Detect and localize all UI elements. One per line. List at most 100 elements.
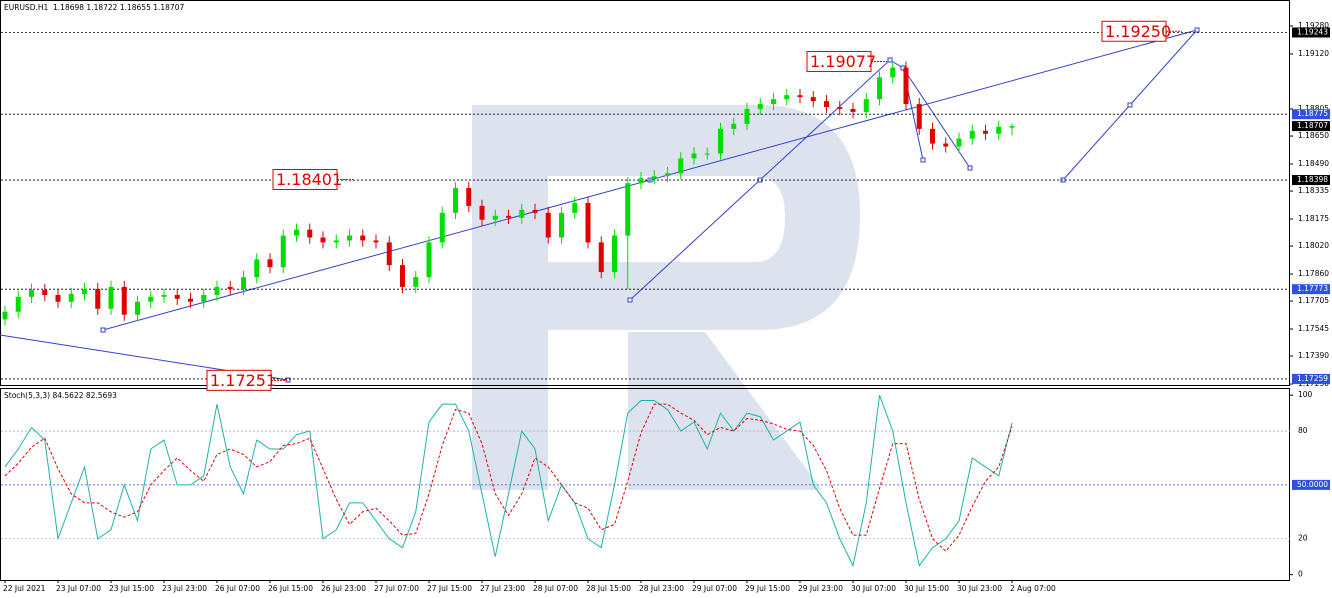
candle-body: [453, 188, 458, 213]
candle-body: [254, 259, 260, 278]
candle-body: [29, 289, 34, 297]
candle-body: [731, 123, 737, 129]
y-tick-label: 1.18335: [1298, 186, 1329, 195]
level-box: [1292, 284, 1330, 295]
candle-body: [294, 229, 299, 236]
x-tick-label: 26 Jul 15:00: [268, 584, 313, 593]
candle-body: [810, 97, 816, 102]
candle-body: [784, 95, 790, 100]
candle-body: [877, 77, 882, 100]
candle-body: [214, 286, 220, 295]
candle-body: [850, 108, 856, 112]
level-box: [1292, 479, 1330, 490]
candle-body: [969, 130, 975, 139]
candle-body: [174, 294, 180, 299]
candle-body: [320, 237, 326, 243]
y-tick-label: 1.18020: [1298, 241, 1329, 250]
level-box: [1292, 121, 1330, 132]
candle-body: [704, 153, 710, 155]
y-tick-label: 1.19280: [1298, 21, 1329, 30]
x-tick-label: 30 Jul 15:00: [904, 584, 949, 593]
candle-body: [598, 242, 604, 273]
x-tick-label: 29 Jul 23:00: [798, 584, 843, 593]
x-tick-label: 29 Jul 15:00: [745, 584, 790, 593]
candle-body: [492, 215, 498, 220]
level-box: [1292, 109, 1330, 120]
x-tick-label: 30 Jul 07:00: [851, 584, 896, 593]
annotation-box: [806, 50, 872, 72]
x-tick-label: 26 Jul 07:00: [215, 584, 260, 593]
candle-body: [797, 95, 803, 98]
candle-body: [426, 242, 432, 278]
x-tick-label: 22 Jul 2021: [3, 584, 46, 593]
x-tick-label: 2 Aug 07:00: [1010, 584, 1056, 593]
candle-body: [678, 158, 684, 174]
annotation-label: 1.19250: [1105, 22, 1171, 41]
candle-body: [824, 101, 829, 108]
y-tick-label: 1.18650: [1298, 131, 1329, 140]
candle-body: [15, 296, 21, 312]
candle-body: [241, 277, 246, 290]
candle-body: [625, 183, 631, 236]
candle-body: [373, 240, 379, 243]
y-tick-label: 50.0000: [1297, 480, 1328, 489]
candle-body: [545, 212, 551, 238]
x-tick-label: 27 Jul 23:00: [480, 584, 525, 593]
candle-body: [956, 138, 962, 147]
x-tick-label: 29 Jul 07:00: [692, 584, 737, 593]
level-box: [1292, 27, 1330, 38]
y-tick-label: 1.18805: [1298, 104, 1329, 113]
candle-body: [532, 209, 538, 213]
candle-body: [506, 215, 511, 218]
x-tick-label: 23 Jul 07:00: [56, 584, 101, 593]
candle-body: [439, 212, 445, 243]
y-tick-label: 1.17705: [1298, 296, 1329, 305]
candle-body: [559, 212, 564, 238]
candle-body: [983, 130, 988, 134]
candle-body: [996, 126, 1002, 134]
candle-body: [148, 296, 154, 302]
y-tick-label: 1.17390: [1298, 351, 1329, 360]
y-tick-label: 1.18175: [1298, 214, 1329, 223]
candle-body: [108, 286, 114, 309]
candle-body: [386, 242, 392, 266]
candle-body: [585, 202, 591, 243]
x-tick-label: 30 Jul 23:00: [957, 584, 1002, 593]
candle-body: [413, 277, 419, 287]
chart-title: EURUSD.H1 1.18698 1.18722 1.18655 1.1870…: [4, 3, 184, 12]
y-tick-label: 100: [1298, 390, 1313, 399]
x-tick-label: 23 Jul 15:00: [109, 584, 154, 593]
annotation-box: [272, 169, 338, 191]
annotation-label: 1.18401: [276, 170, 342, 189]
candle-body: [121, 286, 127, 315]
candle-body: [135, 301, 140, 315]
x-tick-label: 28 Jul 07:00: [533, 584, 578, 593]
watermark: [472, 105, 860, 490]
candle-body: [890, 67, 896, 78]
annotation-label: 1.17251: [210, 371, 276, 390]
candle-body: [691, 153, 697, 159]
level-label: 1.19243: [1297, 27, 1328, 36]
candle-body: [466, 188, 472, 206]
price-panel-frame: [0, 0, 1290, 386]
candle-body: [837, 107, 843, 109]
level-label: 1.17259: [1297, 374, 1328, 383]
candle-body: [771, 99, 776, 105]
candle-body: [943, 143, 949, 147]
y-tick-label: 1.19120: [1298, 49, 1329, 58]
candle-body: [863, 99, 869, 112]
y-tick-label: 80: [1298, 426, 1308, 435]
candle-body: [572, 202, 578, 213]
stoch-line: [4, 395, 1013, 568]
candle-body: [161, 294, 167, 297]
stoch-title: Stoch(5,3,3) 84.5622 82.5693: [4, 391, 117, 400]
x-tick-label: 27 Jul 07:00: [374, 584, 419, 593]
candle-body: [307, 229, 313, 238]
candle-body: [267, 259, 273, 268]
level-label: 1.18398: [1297, 175, 1328, 184]
y-tick-label: 20: [1298, 534, 1308, 543]
x-tick-label: 27 Jul 15:00: [427, 584, 472, 593]
candle-body: [916, 104, 922, 129]
level-label: 1.18707: [1297, 121, 1328, 130]
candle-body: [42, 289, 48, 295]
